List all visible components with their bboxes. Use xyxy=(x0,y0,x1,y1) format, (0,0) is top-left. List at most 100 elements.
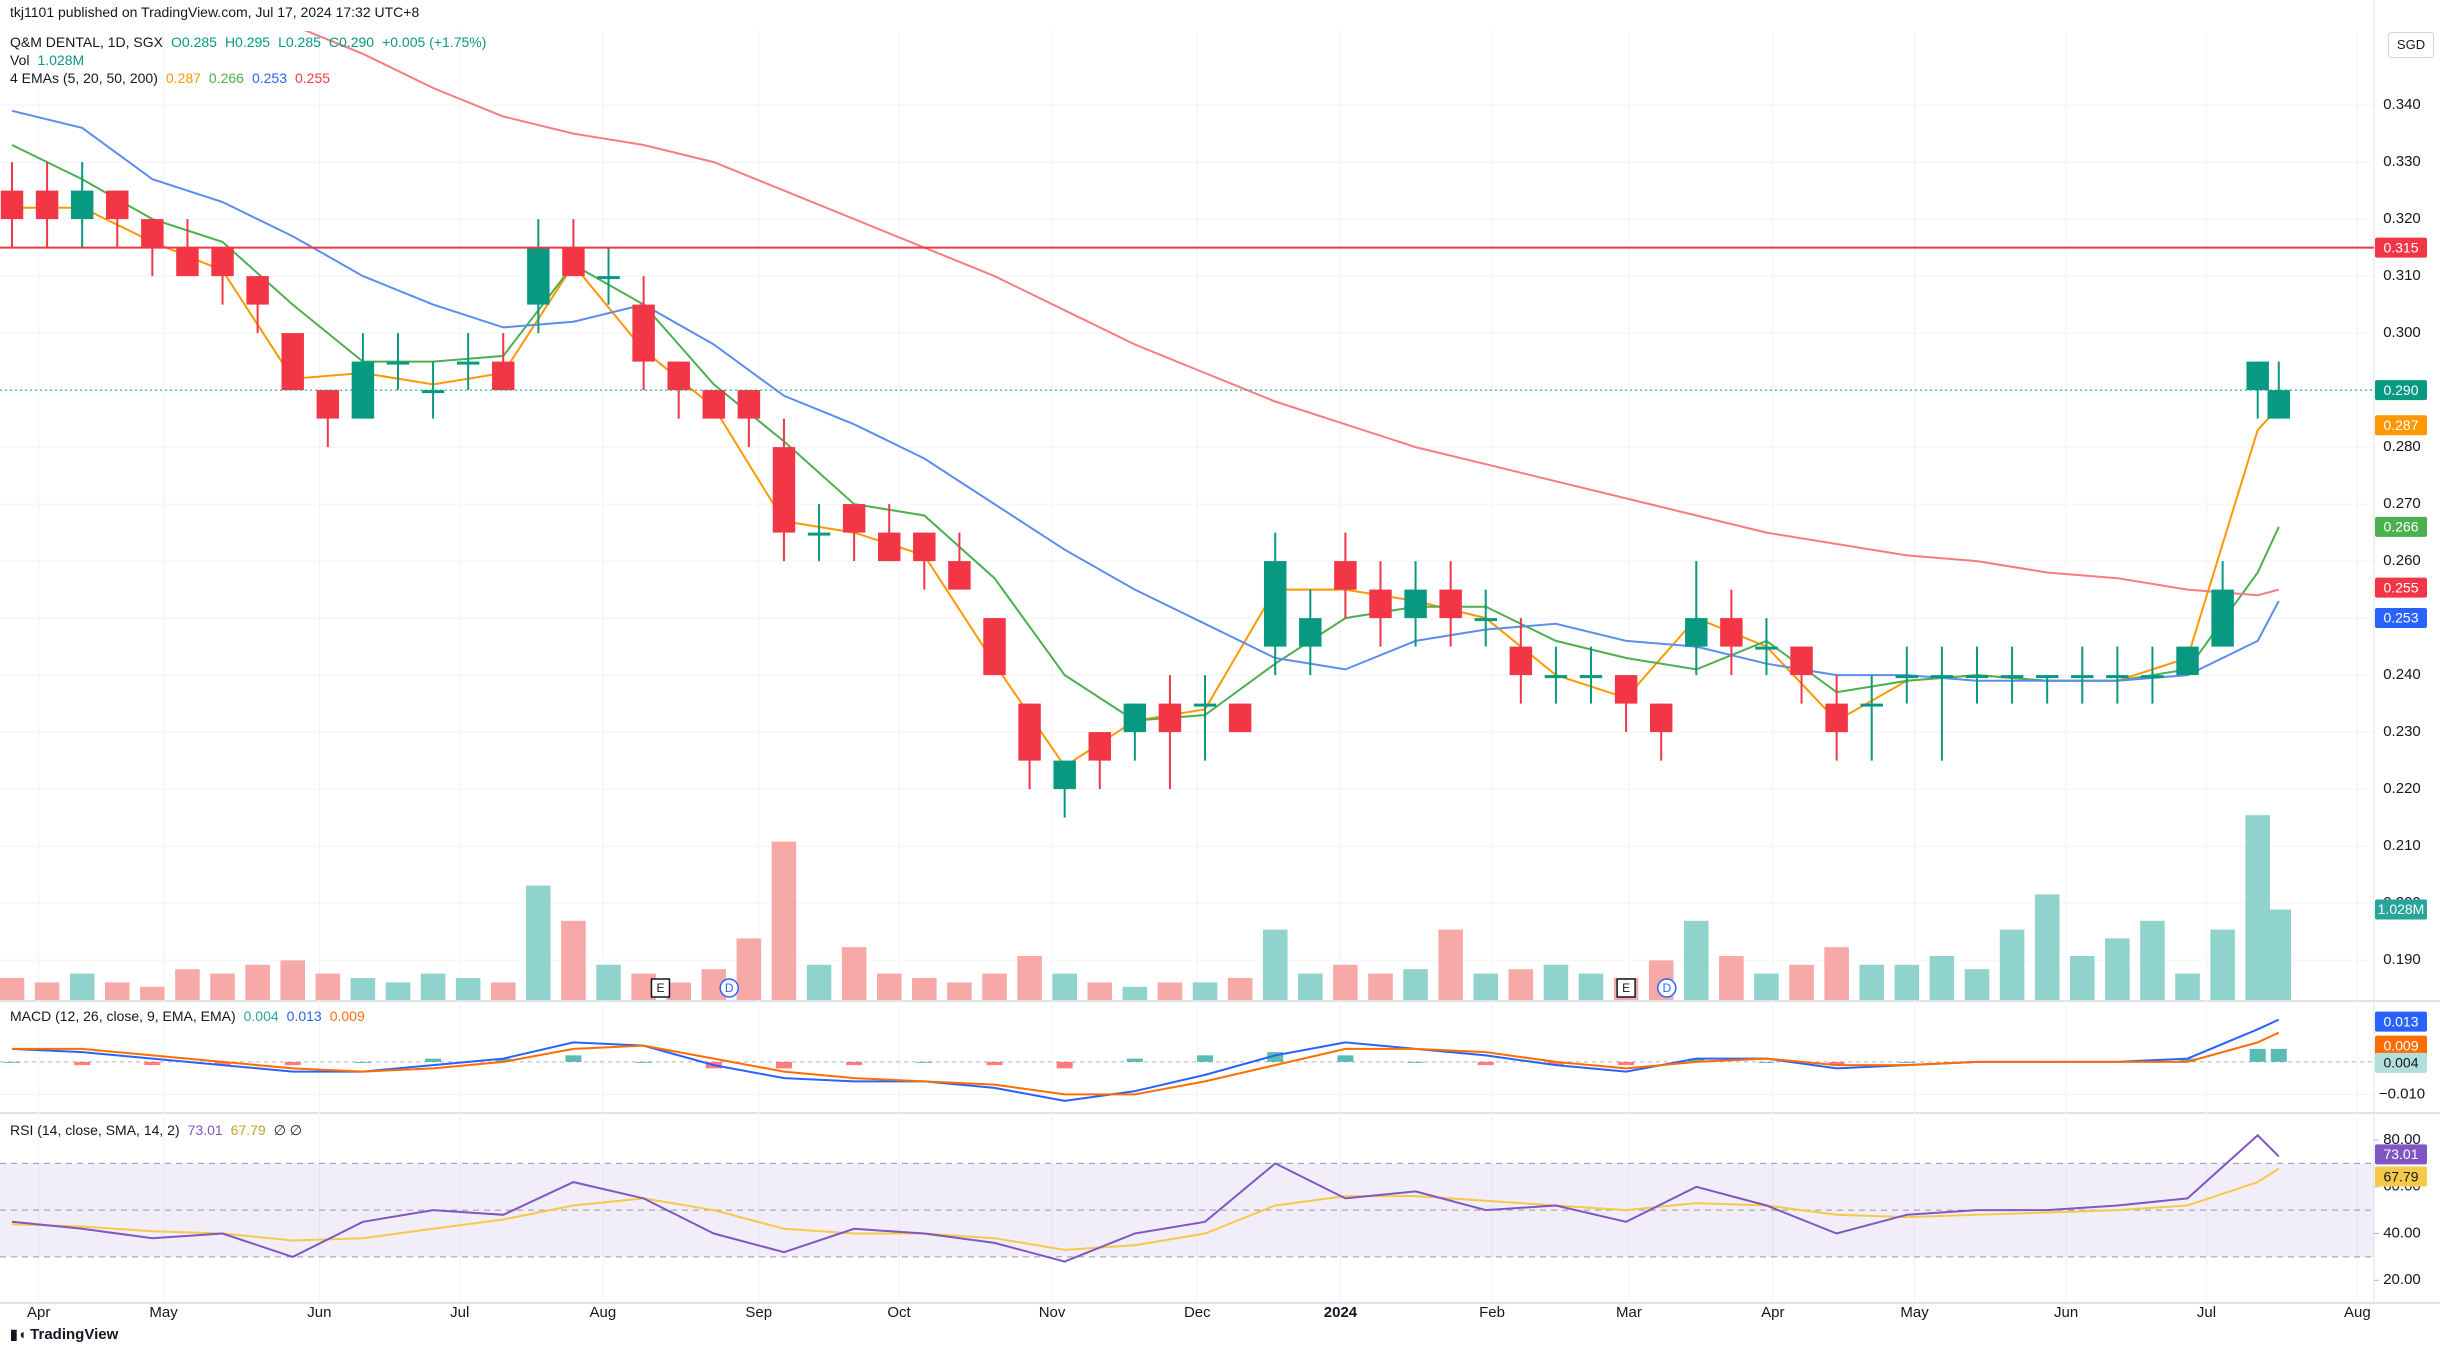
volume-bar xyxy=(210,973,235,1000)
ohlc: H0.295 xyxy=(224,34,271,50)
candle-body xyxy=(2267,390,2290,419)
macd-hist-bar xyxy=(1898,1061,1915,1063)
volume-bar xyxy=(806,964,832,1000)
volume-bar xyxy=(140,986,165,1000)
x-tick-label: Jul xyxy=(450,1304,469,1321)
y-tick-label: 20.00 xyxy=(2383,1271,2421,1288)
volume-bar xyxy=(1543,964,1569,1000)
price-badge-label: 1.028M xyxy=(2378,901,2425,917)
macd-hist-bar xyxy=(1477,1061,1494,1066)
price-badge-label: 67.79 xyxy=(2383,1168,2418,1184)
macd-name: MACD (12, 26, close, 9, EMA, EMA) xyxy=(10,1008,236,1024)
candle-body xyxy=(597,276,620,280)
x-tick-label: Mar xyxy=(1616,1304,1642,1321)
ema-value: 0.255 xyxy=(295,70,331,86)
y-tick-label: 0.260 xyxy=(2383,552,2421,569)
price-badge xyxy=(2375,1166,2427,1187)
volume-bar xyxy=(1438,929,1463,1000)
volume-bar xyxy=(1017,956,1042,1000)
event-label: D xyxy=(1662,981,1671,995)
candle-body xyxy=(106,190,129,220)
volume-bar xyxy=(2210,929,2235,1000)
candle-body xyxy=(2106,675,2129,679)
macd-hist-bar xyxy=(214,1061,231,1066)
rsi-value: 73.01 xyxy=(187,1122,223,1138)
volume-bar xyxy=(1999,929,2025,1000)
volume-bar xyxy=(315,973,341,1000)
y-tick-label: 0.230 xyxy=(2383,723,2421,740)
volume-bar xyxy=(771,841,797,1000)
candle-body xyxy=(632,304,655,362)
price-badge-label: 0.287 xyxy=(2383,417,2418,433)
volume-bar xyxy=(912,978,937,1000)
volume-bar xyxy=(1262,929,1288,1000)
macd-hist-bar xyxy=(74,1061,91,1066)
macd-hist-bar xyxy=(1407,1061,1424,1063)
macd-value: 0.009 xyxy=(329,1008,365,1024)
macd-hist-bar xyxy=(1267,1052,1284,1062)
x-tick-label: Feb xyxy=(1479,1304,1505,1321)
volume-bar xyxy=(2140,920,2165,1000)
candle-body xyxy=(527,247,550,305)
price-badge xyxy=(2375,1052,2427,1073)
candle-body xyxy=(1685,618,1708,647)
macd-hist-bar xyxy=(846,1061,863,1066)
macd-hist-bar xyxy=(2270,1048,2287,1062)
volume-bar xyxy=(2175,973,2200,1000)
ema-line xyxy=(304,31,2280,597)
volume-bar xyxy=(34,982,60,1000)
macd-hist-bar xyxy=(2179,1058,2196,1062)
y-tick-label: 0.310 xyxy=(2383,267,2421,284)
ema-value: 0.287 xyxy=(165,70,201,86)
y-tick-label: 0.330 xyxy=(2383,153,2421,170)
candle-body xyxy=(492,361,515,391)
candle-body xyxy=(1193,703,1217,707)
candle-body xyxy=(1965,675,1989,679)
y-tick-label: 0.300 xyxy=(2383,324,2421,341)
price-badge-label: 0.290 xyxy=(2383,382,2418,398)
macd-value: 0.013 xyxy=(286,1008,322,1024)
volume-bar xyxy=(1157,982,1183,1000)
candle-body xyxy=(316,390,340,419)
price-badge-label: 0.004 xyxy=(2383,1055,2418,1071)
candle-body xyxy=(2071,675,2094,679)
volume-bar xyxy=(1192,982,1218,1000)
rsi-extra: ∅ ∅ xyxy=(273,1122,302,1138)
rsi-legend: RSI (14, close, SMA, 14, 2) 73.01 67.79 ∅ ∅ xyxy=(10,1122,310,1139)
candle-body xyxy=(1649,703,1673,733)
candle-body xyxy=(702,390,726,419)
candle-body xyxy=(0,190,24,220)
candle-body xyxy=(562,247,585,277)
x-tick-label: Apr xyxy=(27,1304,50,1321)
price-pane xyxy=(0,31,2292,1000)
y-tick-label: 0.270 xyxy=(2383,495,2421,512)
volume-bar xyxy=(1052,973,1077,1000)
candle-body xyxy=(1930,675,1954,679)
candle-body xyxy=(456,361,480,365)
y-tick-label: −0.010 xyxy=(2379,1085,2425,1102)
currency-button[interactable]: SGD xyxy=(2388,32,2434,58)
candle-body xyxy=(842,504,866,533)
volume-bar xyxy=(982,973,1007,1000)
ohlc: +0.005 (+1.75%) xyxy=(382,34,487,50)
volume-bar xyxy=(69,973,95,1000)
volume-bar xyxy=(1227,978,1253,1000)
price-badge xyxy=(2375,1035,2427,1056)
candle-body xyxy=(386,361,410,365)
volume-bar xyxy=(1754,973,1779,1000)
volume-bar xyxy=(1122,986,1148,1000)
price-badge xyxy=(2375,237,2427,258)
event-icon xyxy=(719,978,739,998)
volume-bar xyxy=(1333,964,1358,1000)
volume-bar xyxy=(1789,964,1814,1000)
rsi-value: 67.79 xyxy=(230,1122,266,1138)
y-tick-label: 0.210 xyxy=(2383,837,2421,854)
volume-bar xyxy=(1403,969,1428,1000)
volume-bar xyxy=(1929,956,1955,1000)
price-badge xyxy=(2375,516,2427,537)
macd-hist-bar xyxy=(495,1058,512,1062)
symbol-legend: Q&M DENTAL, 1D, SGX O0.285 H0.295 L0.285 C0.… xyxy=(10,34,494,50)
candle-body xyxy=(1088,732,1111,761)
volume-bar xyxy=(2245,815,2270,1000)
